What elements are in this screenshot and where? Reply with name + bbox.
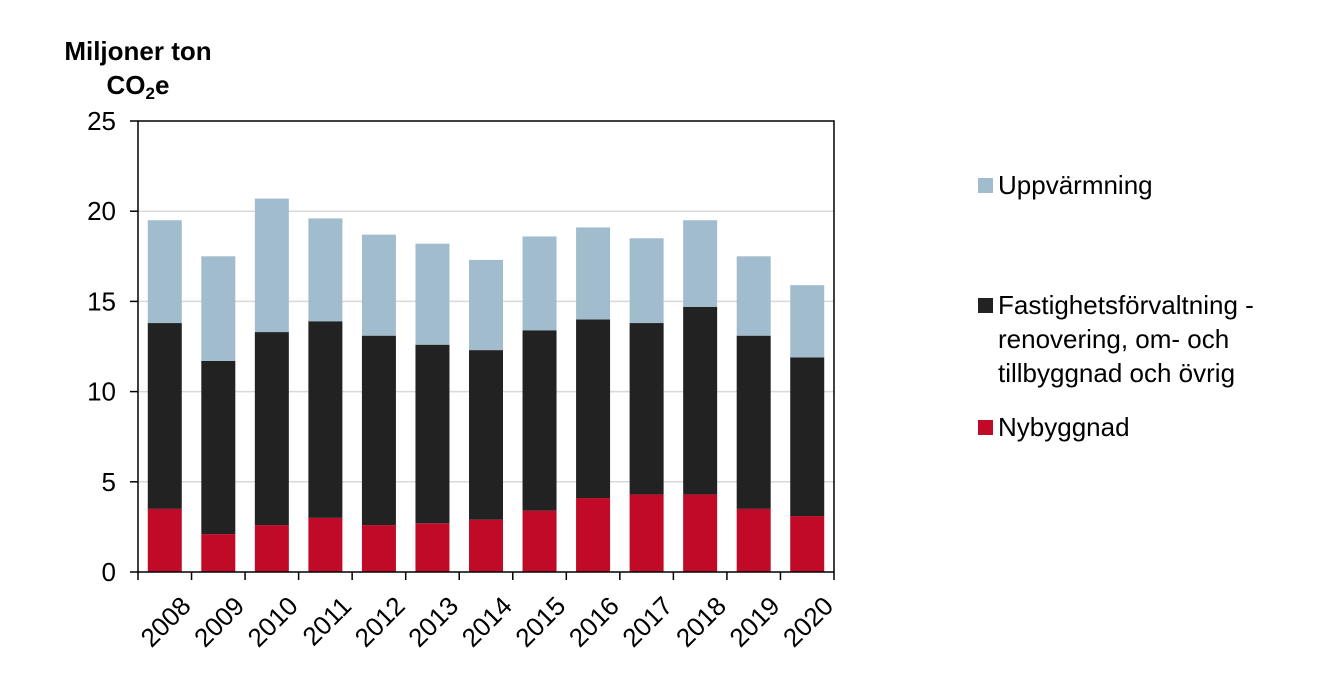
bar-segment-fastighetsforvaltning <box>790 357 825 517</box>
bar-segment-uppvarmning <box>469 259 503 351</box>
bar-segment-uppvarmning <box>576 227 611 320</box>
bar-segment-nybyggnad <box>522 510 557 572</box>
bar-segment-fastighetsforvaltning <box>683 306 718 495</box>
bar-segment-nybyggnad <box>254 525 289 572</box>
bar-segment-fastighetsforvaltning <box>308 321 343 518</box>
x-tick-label: 2013 <box>402 591 464 653</box>
plot-area-frame <box>137 120 835 573</box>
legend-item-nybyggnad: Nybyggnad <box>978 410 1328 444</box>
bar-segment-uppvarmning <box>201 256 236 361</box>
y-tick-label: 15 <box>87 286 116 316</box>
x-tick-label: 2014 <box>456 591 518 653</box>
y-axis-label-line2: CO2e <box>48 68 228 102</box>
y-axis-label: Miljoner ton CO2e <box>48 34 228 102</box>
bar-segment-uppvarmning <box>308 218 343 322</box>
y-tick-label: 0 <box>102 557 116 587</box>
bar-segment-nybyggnad <box>736 508 771 572</box>
bar-segment-uppvarmning <box>683 220 718 307</box>
bars <box>147 198 825 572</box>
bar-segment-nybyggnad <box>576 498 611 572</box>
legend-label-fastighetsforvaltning: Fastighetsförvaltning - renovering, om- … <box>998 290 1254 388</box>
x-tick-label: 2018 <box>670 591 732 653</box>
bar-segment-fastighetsforvaltning <box>147 323 182 509</box>
y-tick-label: 25 <box>87 106 116 136</box>
legend-label-nybyggnad: Nybyggnad <box>998 412 1130 442</box>
bar-segment-nybyggnad <box>147 508 182 572</box>
y-axis-label-co: CO <box>106 70 146 100</box>
bar-segment-uppvarmning <box>415 243 450 345</box>
x-tick-label: 2012 <box>349 591 411 653</box>
x-tick-label: 2008 <box>134 591 196 653</box>
bar-segment-fastighetsforvaltning <box>522 330 557 511</box>
legend-item-uppvarmning: Uppvärmning <box>978 168 1328 202</box>
x-tick-label: 2009 <box>188 591 250 653</box>
bar-segment-uppvarmning <box>522 236 557 331</box>
y-tick-label: 20 <box>87 196 116 226</box>
legend-swatch-nybyggnad <box>978 420 993 435</box>
axes: 0510152025200820092010201120122013201420… <box>87 106 839 653</box>
y-tick-label: 5 <box>102 467 116 497</box>
bar-segment-fastighetsforvaltning <box>469 350 503 520</box>
bar-segment-nybyggnad <box>629 494 664 572</box>
bar-segment-fastighetsforvaltning <box>254 332 289 526</box>
x-tick-label: 2010 <box>242 591 304 653</box>
x-tick-label: 2015 <box>509 591 571 653</box>
bar-segment-nybyggnad <box>790 516 825 572</box>
bar-segment-fastighetsforvaltning <box>736 335 771 509</box>
y-axis-label-e: e <box>155 70 170 100</box>
y-axis-label-line1: Miljoner ton <box>64 36 212 66</box>
x-tick-label: 2020 <box>777 591 839 653</box>
legend-label-uppvarmning: Uppvärmning <box>998 170 1153 200</box>
bar-segment-nybyggnad <box>415 523 450 572</box>
legend-item-fastighetsforvaltning: Fastighetsförvaltning - renovering, om- … <box>978 288 1328 390</box>
y-tick-label: 10 <box>87 377 116 407</box>
bar-segment-fastighetsforvaltning <box>576 319 611 499</box>
bar-segment-uppvarmning <box>629 238 664 324</box>
bar-segment-uppvarmning <box>790 285 825 358</box>
bar-segment-fastighetsforvaltning <box>629 323 664 495</box>
legend-swatch-uppvarmning <box>978 178 993 193</box>
x-tick-label: 2011 <box>296 591 357 652</box>
bar-segment-nybyggnad <box>201 534 236 572</box>
y-axis-label-subscript: 2 <box>145 84 155 103</box>
x-tick-label: 2016 <box>563 591 625 653</box>
bar-segment-uppvarmning <box>254 198 289 333</box>
bar-segment-nybyggnad <box>683 494 718 572</box>
x-tick-label: 2017 <box>616 591 678 653</box>
x-tick-label: 2019 <box>723 591 785 653</box>
bar-segment-fastighetsforvaltning <box>201 360 236 535</box>
bar-segment-uppvarmning <box>736 256 771 336</box>
bar-segment-fastighetsforvaltning <box>361 335 396 526</box>
legend-swatch-fastighetsforvaltning <box>978 298 993 313</box>
bar-segment-nybyggnad <box>469 519 503 572</box>
bar-segment-nybyggnad <box>361 525 396 572</box>
bar-segment-uppvarmning <box>147 220 182 324</box>
bar-segment-fastighetsforvaltning <box>415 344 450 524</box>
bar-segment-uppvarmning <box>361 234 396 336</box>
bar-segment-nybyggnad <box>308 517 343 572</box>
